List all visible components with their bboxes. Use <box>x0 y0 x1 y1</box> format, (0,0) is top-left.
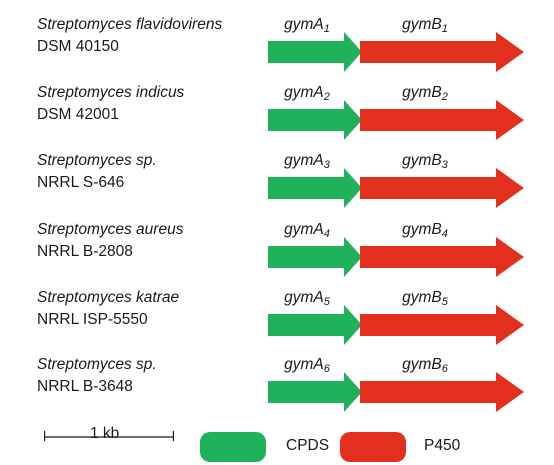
strain-id: DSM 42001 <box>37 106 119 123</box>
gene-arrows <box>268 372 524 412</box>
gene-b-arrow <box>360 305 524 345</box>
legend-swatch-cpds <box>200 432 266 462</box>
species-name: Streptomyces aureus <box>37 221 184 238</box>
gene-b-label: gymB4 <box>402 221 448 240</box>
gene-a-arrow <box>268 372 362 412</box>
gene-b-label: gymB6 <box>402 356 448 375</box>
gene-cluster-row-3: Streptomyces sp. NRRL S-646 gymA3 gymB3 <box>0 152 554 212</box>
species-name: Streptomyces sp. <box>37 356 157 373</box>
species-name: Streptomyces indicus <box>37 84 185 101</box>
gene-cluster-row-6: Streptomyces sp. NRRL B-3648 gymA6 gymB6 <box>0 356 554 416</box>
gene-b-label: gymB1 <box>402 16 448 35</box>
strain-id: NRRL ISP-5550 <box>37 311 148 328</box>
gene-arrows <box>268 305 524 345</box>
species-name: Streptomyces flavidovirens <box>37 16 223 33</box>
gene-cluster-row-1: Streptomyces flavidovirens DSM 40150 gym… <box>0 16 554 76</box>
gene-a-arrow <box>268 237 362 277</box>
gene-a-arrow <box>268 168 362 208</box>
gene-b-arrow <box>360 237 524 277</box>
scale-bar <box>44 431 174 441</box>
gene-cluster-row-4: Streptomyces aureus NRRL B-2808 gymA4 gy… <box>0 221 554 281</box>
gene-arrows <box>268 32 524 72</box>
gene-b-arrow <box>360 168 524 208</box>
gene-a-arrow <box>268 32 362 72</box>
gene-a-label: gymA6 <box>284 356 330 375</box>
gene-a-arrow <box>268 305 362 345</box>
gene-a-label: gymA1 <box>284 16 330 35</box>
scale-bar-label: 1 kb <box>90 425 120 442</box>
gene-b-arrow <box>360 32 524 72</box>
gene-a-label: gymA2 <box>284 84 330 103</box>
gene-a-label: gymA4 <box>284 221 330 240</box>
gene-b-label: gymB2 <box>402 84 448 103</box>
gene-arrows <box>268 237 524 277</box>
legend-swatch-p450 <box>340 432 406 462</box>
gene-a-label: gymA5 <box>284 289 330 308</box>
legend-label-cpds: CPDS <box>286 437 330 454</box>
strain-id: NRRL B-3648 <box>37 378 133 395</box>
strain-id: NRRL S-646 <box>37 174 125 191</box>
gene-b-label: gymB5 <box>402 289 448 308</box>
gene-a-label: gymA3 <box>284 152 330 171</box>
gene-arrows <box>268 168 524 208</box>
strain-id: DSM 40150 <box>37 38 119 55</box>
gene-cluster-row-5: Streptomyces katrae NRRL ISP-5550 gymA5 … <box>0 289 554 349</box>
gene-arrows <box>268 100 524 140</box>
strain-id: NRRL B-2808 <box>37 243 133 260</box>
gene-cluster-row-2: Streptomyces indicus DSM 42001 gymA2 gym… <box>0 84 554 144</box>
gene-b-label: gymB3 <box>402 152 448 171</box>
legend-label-p450: P450 <box>424 437 461 454</box>
gene-a-arrow <box>268 100 362 140</box>
species-name: Streptomyces sp. <box>37 152 157 169</box>
species-name: Streptomyces katrae <box>37 289 180 306</box>
gene-b-arrow <box>360 372 524 412</box>
gene-b-arrow <box>360 100 524 140</box>
